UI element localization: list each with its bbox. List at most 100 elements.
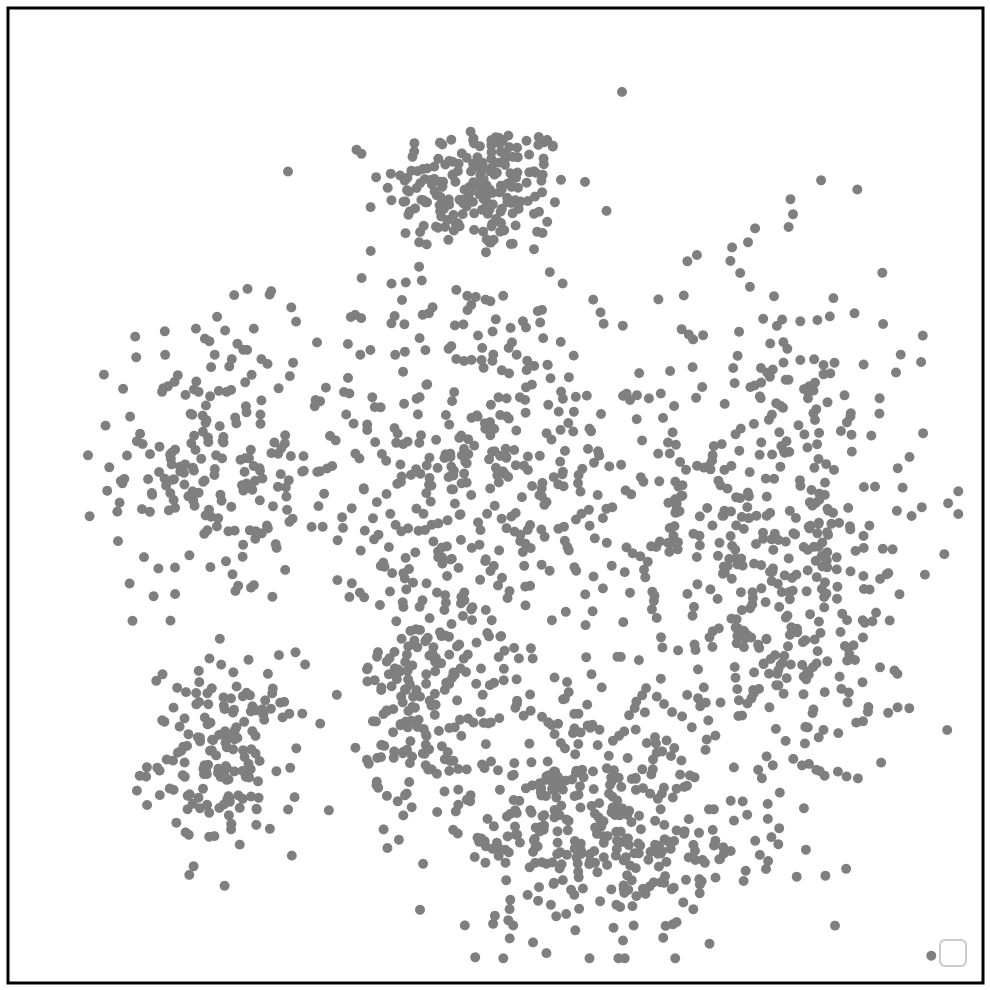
scatter-point (906, 511, 917, 521)
scatter-point (500, 857, 511, 868)
scatter-point (521, 365, 532, 376)
scatter-point (312, 337, 322, 348)
scatter-point (497, 572, 507, 583)
scatter-point (670, 494, 681, 505)
scatter-point (480, 605, 491, 615)
scatter-point (682, 588, 693, 599)
scatter-point (654, 476, 665, 487)
scatter-point (707, 641, 718, 652)
scatter-point (285, 762, 296, 773)
scatter-point (356, 313, 367, 324)
scatter-point (168, 494, 179, 505)
scatter-point (279, 696, 290, 707)
scatter-point (273, 448, 284, 459)
scatter-point (797, 760, 807, 771)
scatter-point (209, 349, 220, 360)
scatter-point (481, 247, 491, 258)
scatter-point (447, 156, 458, 167)
scatter-point (479, 204, 490, 214)
scatter-point (744, 281, 755, 292)
scatter-point (800, 721, 811, 732)
scatter-point (744, 467, 755, 478)
scatter-point (654, 840, 664, 851)
scatter-point (756, 437, 767, 448)
scatter-point (798, 671, 809, 682)
scatter-point (488, 918, 499, 929)
scatter-point (141, 762, 152, 773)
scatter-point (421, 729, 431, 740)
scatter-point (641, 738, 652, 748)
scatter-point (436, 631, 447, 642)
scatter-point (494, 545, 505, 556)
scatter-point (809, 354, 820, 365)
scatter-point (84, 511, 95, 522)
scatter-point (130, 331, 141, 342)
scatter-point (202, 525, 213, 536)
scatter-point (676, 324, 687, 335)
scatter-point (588, 571, 599, 582)
scatter-point (433, 552, 444, 563)
scatter-point (633, 848, 644, 859)
scatter-point (758, 313, 769, 324)
scatter-point (689, 772, 700, 783)
scatter-point (645, 788, 656, 799)
scatter-point (659, 877, 670, 888)
scatter-point (386, 278, 397, 289)
scatter-point (323, 805, 334, 816)
scatter-point (421, 488, 432, 499)
scatter-point (765, 654, 776, 664)
scatter-point (846, 429, 857, 440)
scatter-point (443, 343, 454, 354)
scatter-point (145, 449, 155, 460)
scatter-point (673, 537, 683, 548)
scatter-point (479, 763, 490, 774)
scatter-point (794, 475, 805, 486)
scatter-point (283, 804, 294, 815)
scatter-point (160, 349, 171, 360)
scatter-point (874, 393, 885, 404)
scatter-point (558, 481, 569, 492)
scatter-point (501, 875, 512, 886)
scatter-point (622, 753, 633, 763)
scatter-point (144, 506, 155, 517)
scatter-point (814, 427, 825, 438)
scatter-point (547, 141, 558, 152)
scatter-point (241, 687, 252, 698)
scatter-point (262, 668, 273, 679)
scatter-point (157, 669, 168, 680)
scatter-point (787, 572, 797, 583)
scatter-point (397, 597, 408, 608)
scatter-point (679, 781, 690, 792)
scatter-point (280, 564, 291, 575)
scatter-point (416, 275, 427, 286)
scatter-point (563, 418, 574, 428)
scatter-point (630, 773, 641, 784)
scatter-point (734, 445, 745, 456)
scatter-point (726, 613, 737, 624)
scatter-point (805, 609, 816, 620)
scatter-point (657, 642, 668, 653)
scatter-point (509, 642, 520, 653)
scatter-point (569, 889, 580, 900)
scatter-point (689, 601, 699, 612)
scatter-point (767, 449, 778, 460)
scatter-point (284, 371, 295, 382)
scatter-point (466, 354, 477, 365)
scatter-point (792, 623, 802, 634)
scatter-point (461, 152, 472, 163)
scatter-point (601, 763, 612, 774)
scatter-point (421, 578, 432, 589)
scatter-point (478, 362, 489, 373)
scatter-point (172, 747, 183, 758)
scatter-point (634, 810, 645, 821)
scatter-point (172, 370, 183, 381)
scatter-point (546, 720, 557, 730)
scatter-point (607, 735, 618, 746)
scatter-point (824, 311, 835, 322)
scatter-point (557, 278, 568, 289)
scatter-point (444, 765, 455, 776)
scatter-point (835, 426, 846, 436)
scatter-point (536, 483, 547, 494)
scatter-point (435, 206, 446, 217)
scatter-point (669, 836, 680, 846)
